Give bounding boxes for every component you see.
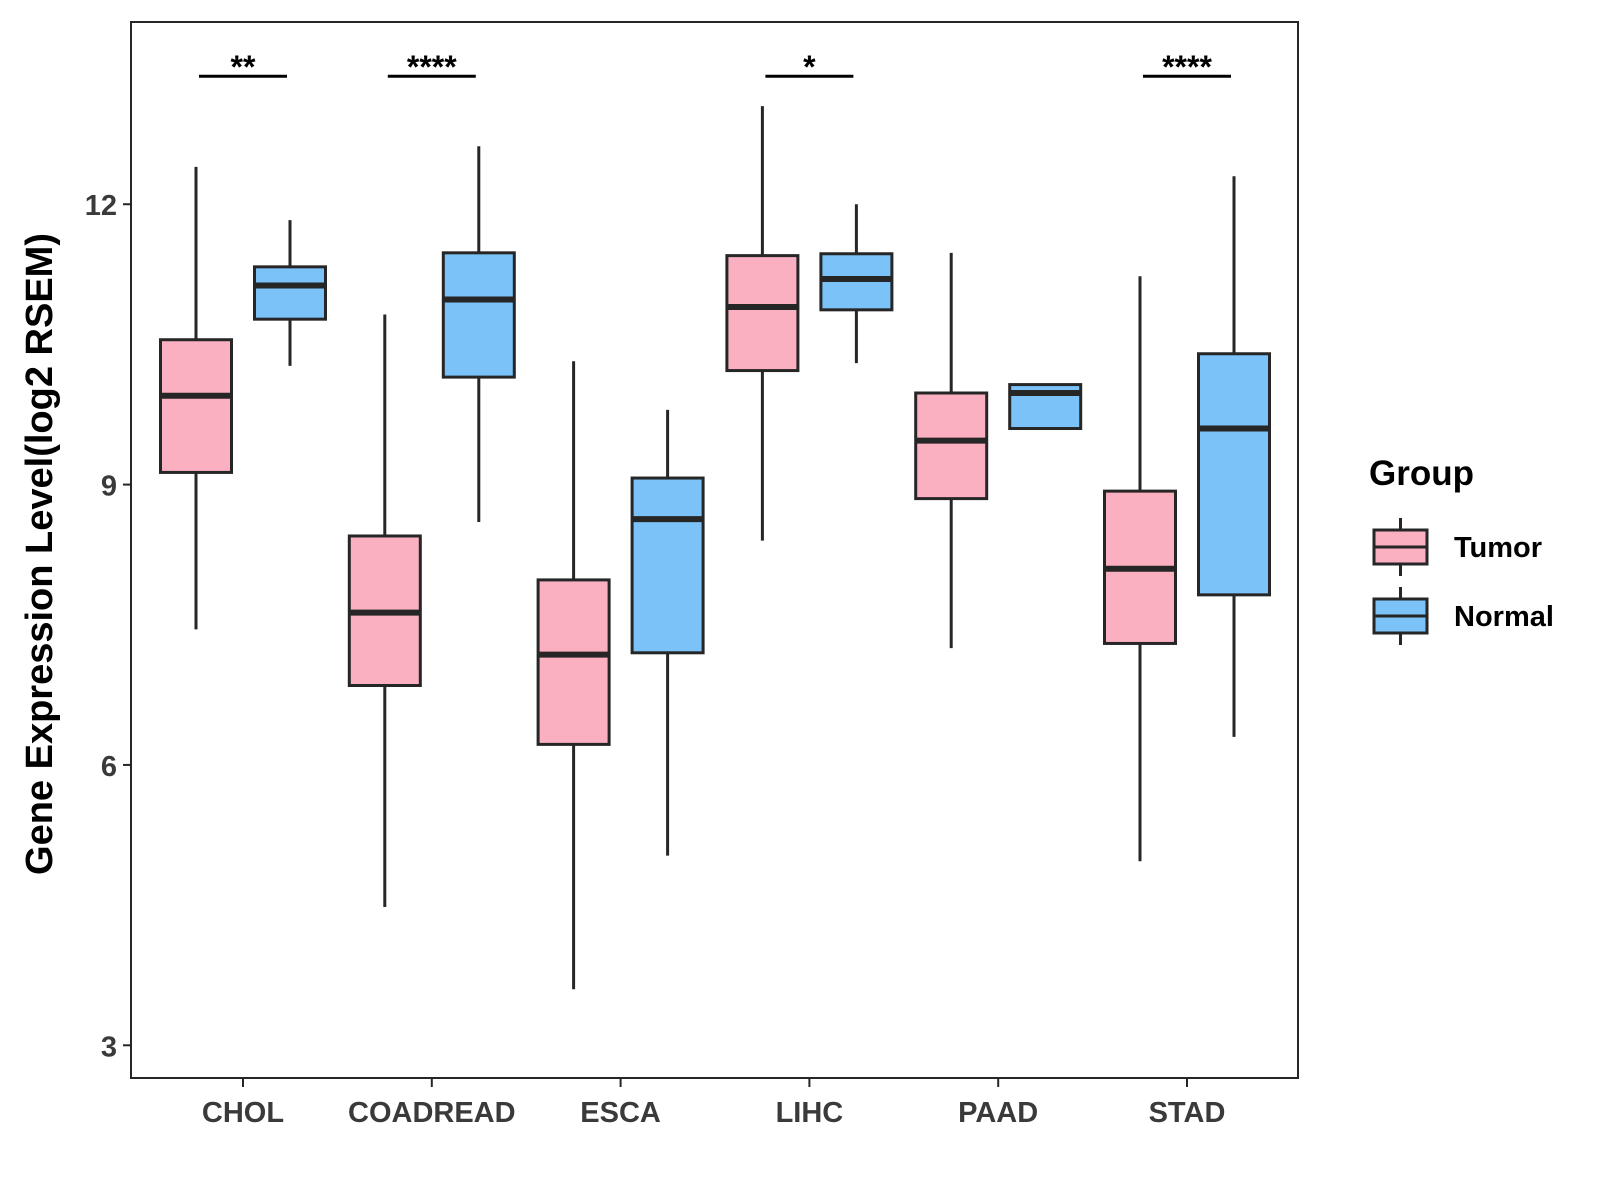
legend-label-normal: Normal	[1454, 601, 1554, 633]
x-tick-label: ESCA	[580, 1097, 661, 1129]
box-tumor	[536, 578, 611, 746]
legend: Group Tumor Normal	[1369, 454, 1554, 645]
box-normal	[441, 251, 516, 379]
legend-title: Group	[1369, 454, 1474, 493]
box-tumor	[914, 391, 989, 501]
x-tick-label: PAAD	[958, 1097, 1038, 1129]
x-tick-label: LIHC	[776, 1097, 844, 1129]
box-tumor	[725, 254, 800, 373]
panel-border	[130, 21, 1299, 1079]
box-tumor	[159, 338, 233, 474]
box-normal	[253, 265, 327, 321]
legend-label-tumor: Tumor	[1454, 532, 1542, 564]
box-normal	[630, 476, 705, 655]
y-tick-label: 12	[85, 190, 117, 222]
significance-label: ****	[1162, 49, 1212, 85]
significance-label: *	[803, 49, 816, 85]
y-tick-label: 6	[101, 751, 117, 783]
y-axis-title: Gene Expression Level(log2 RSEM)	[19, 233, 61, 875]
y-tick-label: 3	[101, 1031, 117, 1063]
x-tick-label: CHOL	[202, 1097, 284, 1129]
significance-label: ****	[407, 49, 457, 85]
x-tick-label: COADREAD	[348, 1097, 516, 1129]
significance-label: **	[231, 49, 256, 85]
y-tick-label: 9	[101, 471, 117, 503]
box-normal	[1197, 352, 1271, 597]
x-tick-label: STAD	[1149, 1097, 1226, 1129]
